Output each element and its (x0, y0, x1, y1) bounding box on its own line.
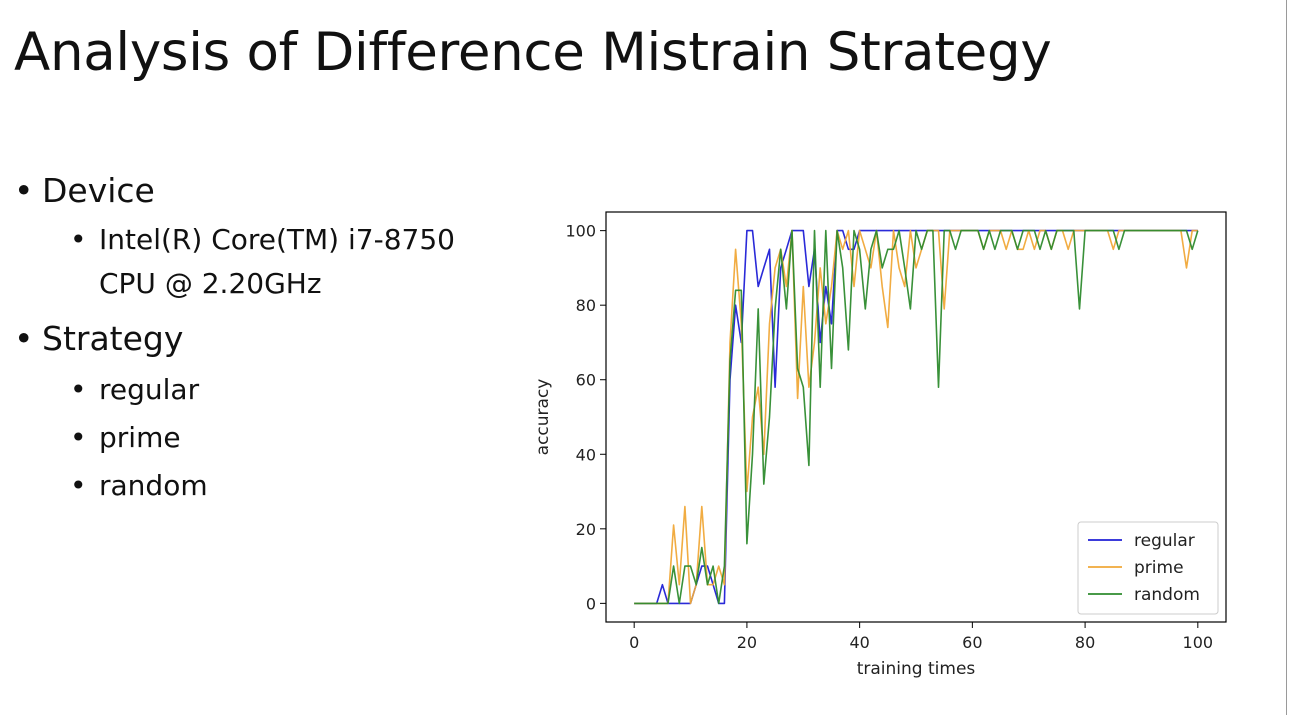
y-tick-label: 0 (586, 594, 596, 613)
bullet-dot: • (70, 373, 87, 406)
x-tick-label: 20 (737, 633, 757, 652)
bullet-device-label: Device (42, 171, 155, 210)
legend-label-random: random (1134, 585, 1200, 605)
y-tick-label: 20 (576, 520, 596, 539)
bullet-dot: • (14, 171, 34, 210)
x-tick-label: 40 (849, 633, 869, 652)
slide-edge-divider (1286, 0, 1287, 715)
bullet-device: • Device • Intel(R) Core(TM) i7-8750 CPU… (14, 168, 499, 306)
x-tick-label: 0 (629, 633, 639, 652)
strategy-sublist: • regular • prime • random (42, 366, 499, 510)
y-axis-ticks: 0 20 40 60 80 100 (565, 222, 606, 613)
x-tick-label: 60 (962, 633, 982, 652)
bullet-dot: • (70, 223, 87, 256)
chart-legend: regular prime random (1077, 521, 1219, 615)
sub-bullet-cpu: • Intel(R) Core(TM) i7-8750 CPU @ 2.20GH… (42, 218, 499, 306)
bullet-dot: • (14, 319, 34, 358)
strategy-regular-text: regular (99, 373, 200, 406)
x-axis-label: training times (857, 659, 976, 679)
cpu-text: Intel(R) Core(TM) i7-8750 CPU @ 2.20GHz (99, 223, 455, 300)
bullet-dot: • (70, 469, 87, 502)
x-axis-ticks: 0 20 40 60 80 100 (629, 622, 1213, 652)
bullet-strategy: • Strategy • regular • prime • random (14, 316, 499, 510)
plot-frame (605, 211, 1227, 623)
sub-bullet-prime: • prime (42, 414, 499, 462)
bullet-strategy-label: Strategy (42, 319, 184, 358)
device-sublist: • Intel(R) Core(TM) i7-8750 CPU @ 2.20GH… (42, 218, 499, 306)
y-tick-label: 100 (565, 222, 596, 241)
accuracy-line-chart: 0 20 40 60 80 100 0 20 40 60 80 100 training times… (533, 211, 1227, 679)
bullet-dot: • (70, 421, 87, 454)
y-tick-label: 60 (576, 371, 596, 390)
slide-title: Analysis of Difference Mistrain Strategy (14, 22, 1052, 83)
series-line-random (634, 229, 1199, 605)
series-lines (634, 229, 1199, 605)
legend-box (1077, 521, 1219, 615)
x-tick-label: 80 (1075, 633, 1095, 652)
y-tick-label: 40 (576, 445, 596, 464)
legend-label-prime: prime (1134, 558, 1184, 578)
x-tick-label: 100 (1183, 633, 1214, 652)
legend-label-regular: regular (1134, 531, 1195, 551)
bullet-list: • Device • Intel(R) Core(TM) i7-8750 CPU… (14, 168, 499, 520)
strategy-prime-text: prime (99, 421, 181, 454)
strategy-random-text: random (99, 469, 208, 502)
y-tick-label: 80 (576, 296, 596, 315)
y-axis-label: accuracy (533, 379, 553, 456)
sub-bullet-random: • random (42, 462, 499, 510)
sub-bullet-regular: • regular (42, 366, 499, 414)
